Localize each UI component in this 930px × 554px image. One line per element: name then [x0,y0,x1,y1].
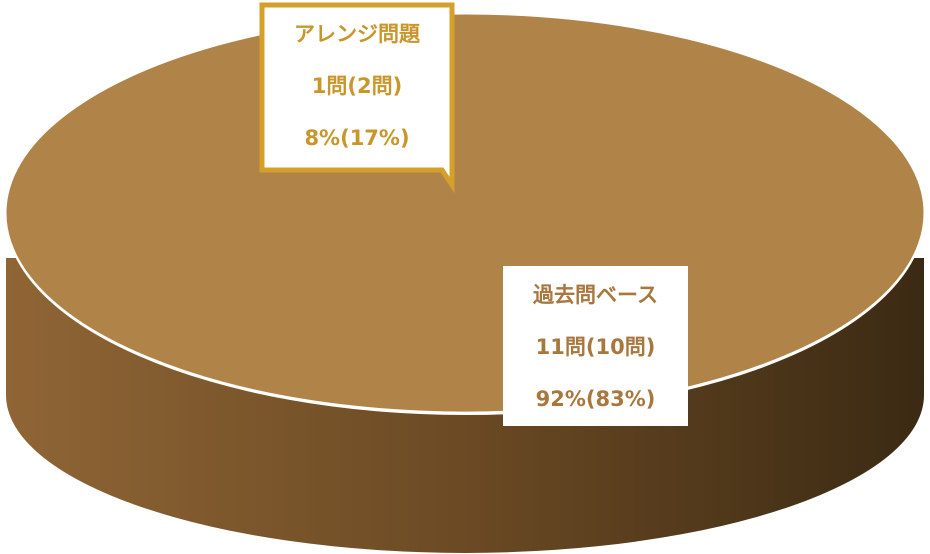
pie-slice [464,14,687,215]
value-label: 92%(83%) [536,387,656,411]
count-label: 11問(10問) [536,335,656,359]
callout-box [259,2,455,194]
value-label: 8%(17%) [304,126,409,150]
category-label: アレンジ問題 [294,22,421,46]
label-box [503,266,688,426]
count-label: 1問(2問) [312,74,402,98]
category-label: 過去問ベース [533,283,658,307]
pie-slice [6,14,924,412]
